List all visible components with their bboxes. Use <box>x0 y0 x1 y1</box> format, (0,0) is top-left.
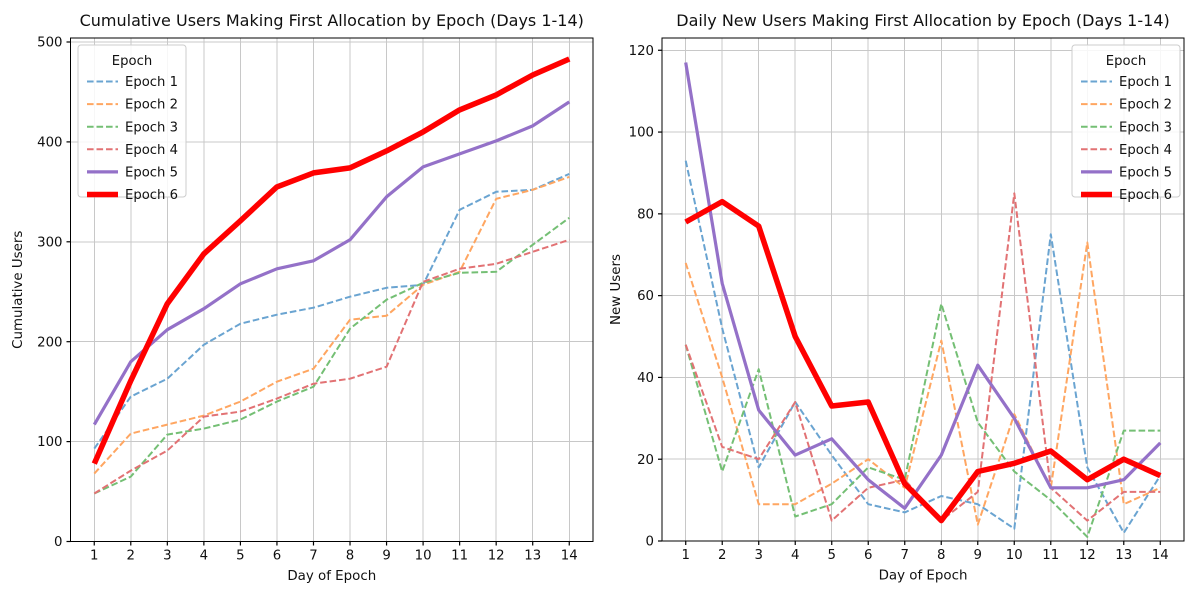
legend-title: Epoch <box>1106 54 1146 69</box>
y-tick-label: 120 <box>629 44 654 59</box>
legend-label: Epoch 1 <box>1119 75 1172 90</box>
series-epoch-3 <box>684 302 1161 538</box>
series-epoch-6 <box>91 56 571 465</box>
legend-box <box>77 44 187 198</box>
x-tick-label: 3 <box>754 548 762 563</box>
legend-label: Epoch 5 <box>1119 166 1172 181</box>
x-tick-label: 5 <box>236 549 244 564</box>
y-tick-label: 100 <box>629 126 654 141</box>
y-tick-label: 60 <box>637 289 654 304</box>
legend-label: Epoch 3 <box>1119 120 1172 135</box>
axes-frame <box>661 37 1185 542</box>
x-tick-label: 10 <box>415 549 432 564</box>
y-tick-label: 500 <box>37 36 62 51</box>
y-tick-label: 40 <box>637 371 654 386</box>
x-tick-label: 8 <box>346 549 354 564</box>
legend-label: Epoch 2 <box>1119 98 1172 113</box>
x-tick-label: 9 <box>974 548 982 563</box>
y-tick-label: 200 <box>37 335 62 350</box>
x-tick-label: 1 <box>681 548 689 563</box>
daily-new-users-chart: 1 2 3 4 5 6 7 8 9 10 11 12 13 14020406080100120Daily … <box>609 11 1185 584</box>
chart-title: Cumulative Users Making First Allocation… <box>80 11 584 30</box>
x-tick-label: 4 <box>791 548 799 563</box>
y-tick-label: 20 <box>637 453 654 468</box>
legend-label: Epoch 1 <box>125 75 178 90</box>
legend-box <box>1071 44 1181 198</box>
y-tick-label: 0 <box>54 535 62 550</box>
series-epoch-4 <box>93 238 570 495</box>
legend-label: Epoch 6 <box>1119 188 1172 203</box>
x-tick-label: 12 <box>1079 548 1096 563</box>
series-epoch-2 <box>684 241 1161 526</box>
x-tick-label: 7 <box>901 548 909 563</box>
x-tick-label: 7 <box>309 549 317 564</box>
x-tick-label: 4 <box>200 549 208 564</box>
legend-label: Epoch 5 <box>125 166 178 181</box>
x-tick-label: 14 <box>561 549 578 564</box>
legend-label: Epoch 2 <box>125 98 178 113</box>
y-axis-label: Cumulative Users <box>11 231 26 349</box>
x-tick-label: 8 <box>937 548 945 563</box>
legend: Epoch Epoch 1 Epoch 2 Epoch 3 Epoch 4 Epoch 5… <box>1071 44 1181 203</box>
series-epoch-5 <box>92 100 571 426</box>
y-tick-label: 400 <box>37 135 62 150</box>
axes-frame <box>69 37 594 543</box>
x-tick-label: 11 <box>451 549 468 564</box>
legend-label: Epoch 3 <box>125 120 178 135</box>
x-tick-label: 6 <box>273 549 281 564</box>
x-tick-label: 5 <box>828 548 836 563</box>
x-tick-label: 14 <box>1152 548 1169 563</box>
y-tick-label: 300 <box>37 235 62 250</box>
legend-label: Epoch 6 <box>125 188 178 203</box>
series-epoch-2 <box>93 175 570 475</box>
x-tick-label: 3 <box>163 549 171 564</box>
legend-title: Epoch <box>112 54 152 69</box>
x-tick-label: 12 <box>488 549 505 564</box>
x-tick-label: 9 <box>382 549 390 564</box>
series-epoch-1 <box>93 172 570 450</box>
x-tick-label: 10 <box>1006 548 1023 563</box>
legend-label: Epoch 4 <box>125 143 178 158</box>
cumulative-users-chart: 1 2 3 4 5 6 7 8 9 10 11 12 13 140100200300400500Cumul… <box>11 11 594 584</box>
x-axis-label: Day of Epoch <box>879 569 968 584</box>
grid <box>70 38 593 542</box>
y-tick-label: 80 <box>637 207 654 222</box>
y-tick-label: 100 <box>37 435 62 450</box>
x-tick-label: 1 <box>90 549 98 564</box>
grid <box>662 38 1184 542</box>
x-tick-label: 11 <box>1042 548 1059 563</box>
x-tick-label: 2 <box>127 549 135 564</box>
legend: Epoch Epoch 1 Epoch 2 Epoch 3 Epoch 4 Epoch 5… <box>77 44 187 203</box>
y-axis-label: New Users <box>609 254 624 325</box>
x-axis-label: Day of Epoch <box>287 569 376 584</box>
x-tick-label: 13 <box>1115 548 1132 563</box>
series-epoch-6 <box>684 198 1162 524</box>
chart-title: Daily New Users Making First Allocation … <box>676 11 1169 30</box>
series-epoch-5 <box>684 62 1162 510</box>
y-tick-label: 0 <box>646 535 654 550</box>
series-epoch-3 <box>93 216 570 495</box>
x-tick-label: 6 <box>864 548 872 563</box>
legend-label: Epoch 4 <box>1119 143 1172 158</box>
x-tick-label: 13 <box>524 549 541 564</box>
x-tick-label: 2 <box>718 548 726 563</box>
